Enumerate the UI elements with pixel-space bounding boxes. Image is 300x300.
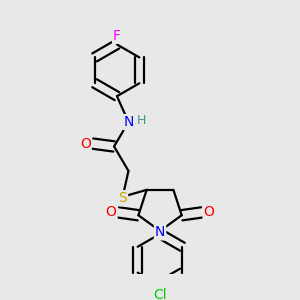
Text: O: O: [80, 136, 91, 151]
Text: F: F: [113, 29, 121, 43]
Text: O: O: [203, 206, 214, 219]
Text: O: O: [106, 206, 117, 219]
Text: H: H: [137, 114, 146, 127]
Text: N: N: [123, 115, 134, 129]
Text: N: N: [155, 225, 165, 239]
Text: Cl: Cl: [153, 288, 167, 300]
Text: S: S: [118, 191, 127, 205]
